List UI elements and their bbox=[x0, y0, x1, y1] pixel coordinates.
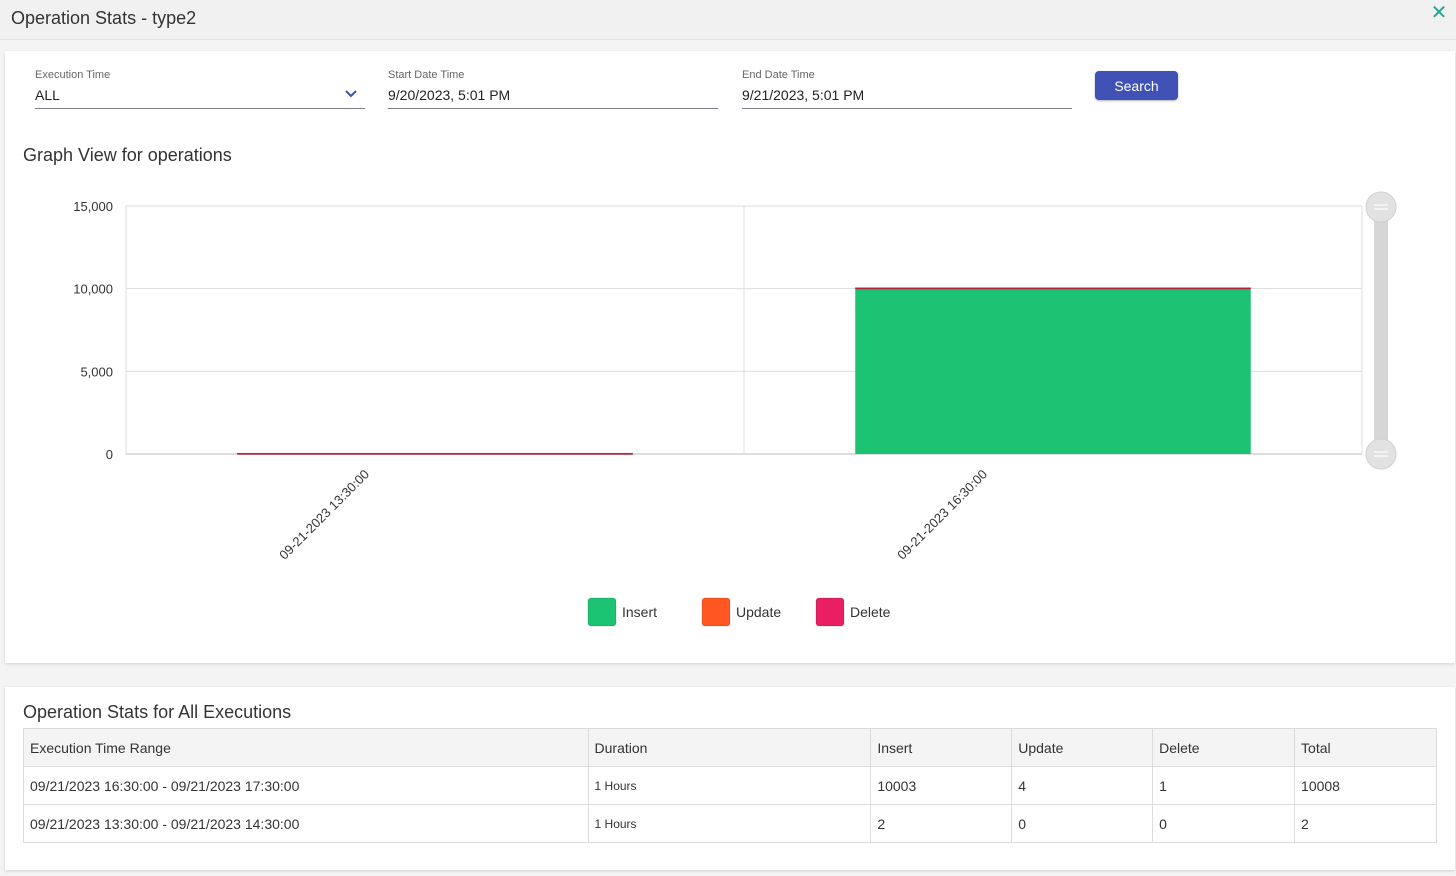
legend-item-delete[interactable]: Delete bbox=[815, 597, 891, 627]
table-card: Operation Stats for All Executions Execu… bbox=[5, 687, 1455, 870]
end-date-time-label: End Date Time bbox=[742, 69, 815, 81]
x-tick-label: 09-21-2023 16:30:00 bbox=[894, 467, 990, 563]
dialog-header: Operation Stats - type2 ✕ bbox=[0, 0, 1456, 40]
column-header[interactable]: Insert bbox=[870, 728, 1013, 767]
execution-time-label: Execution Time bbox=[35, 69, 111, 81]
start-date-time-value[interactable]: 9/20/2023, 5:01 PM bbox=[388, 87, 511, 103]
table-cell: 2 bbox=[1294, 804, 1437, 843]
table-cell: 1 bbox=[1152, 766, 1296, 805]
legend-item-update[interactable]: Update bbox=[701, 597, 781, 627]
column-header[interactable]: Total bbox=[1294, 728, 1437, 767]
search-button[interactable]: Search bbox=[1095, 71, 1178, 100]
zoom-handle-top[interactable] bbox=[1365, 191, 1397, 223]
table-cell: 4 bbox=[1011, 766, 1154, 805]
table-cell: 0 bbox=[1152, 804, 1296, 843]
end-date-time-value[interactable]: 9/21/2023, 5:01 PM bbox=[742, 87, 865, 103]
operation-stats-table: Execution Time Range Duration Insert Upd… bbox=[23, 728, 1437, 843]
table-cell: 09/21/2023 13:30:00 - 09/21/2023 14:30:0… bbox=[23, 804, 589, 843]
y-tick-label: 0 bbox=[106, 447, 113, 462]
close-icon[interactable]: ✕ bbox=[1430, 2, 1448, 24]
legend-swatch bbox=[701, 597, 731, 627]
bar-insert[interactable] bbox=[855, 288, 1251, 454]
column-header[interactable]: Execution Time Range bbox=[23, 728, 589, 767]
legend-label: Delete bbox=[850, 604, 891, 620]
table-cell: 1 Hours bbox=[587, 804, 872, 843]
column-header[interactable]: Update bbox=[1011, 728, 1154, 767]
legend-item-insert[interactable]: Insert bbox=[587, 597, 657, 627]
table-cell: 1 Hours bbox=[587, 766, 872, 805]
operations-chart: 15,000 10,000 5,000 0 09-21-2023 13:30:00 09-… bbox=[73, 191, 1397, 627]
end-date-time-field[interactable]: End Date Time 9/21/2023, 5:01 PM bbox=[742, 67, 1072, 109]
zoom-scrollbar-track[interactable] bbox=[1374, 207, 1388, 455]
graph-card: Execution Time ALL Start Date Time 9/20/… bbox=[5, 51, 1455, 663]
table-title: Operation Stats for All Executions bbox=[23, 702, 292, 722]
start-date-time-label: Start Date Time bbox=[388, 69, 465, 81]
table-row[interactable]: 09/21/2023 13:30:00 - 09/21/2023 14:30:0… bbox=[23, 804, 1437, 843]
x-tick-label: 09-21-2023 13:30:00 bbox=[276, 467, 372, 563]
execution-time-value: ALL bbox=[35, 87, 60, 103]
zoom-handle-bottom[interactable] bbox=[1365, 438, 1397, 470]
table-cell: 09/21/2023 16:30:00 - 09/21/2023 17:30:0… bbox=[23, 766, 589, 805]
start-date-time-field[interactable]: Start Date Time 9/20/2023, 5:01 PM bbox=[388, 67, 718, 109]
table-cell: 10003 bbox=[870, 766, 1013, 805]
graph-title: Graph View for operations bbox=[23, 145, 232, 165]
table-cell: 2 bbox=[870, 804, 1013, 843]
y-tick-label: 5,000 bbox=[80, 364, 113, 379]
y-tick-label: 10,000 bbox=[73, 282, 113, 297]
chevron-down-icon[interactable] bbox=[343, 85, 359, 101]
table-row[interactable]: 09/21/2023 16:30:00 - 09/21/2023 17:30:0… bbox=[23, 766, 1437, 805]
table-cell: 10008 bbox=[1294, 766, 1437, 805]
legend-label: Insert bbox=[622, 604, 657, 620]
column-header[interactable]: Delete bbox=[1152, 728, 1296, 767]
legend-swatch bbox=[587, 597, 617, 627]
legend-swatch bbox=[815, 597, 845, 627]
dialog-title: Operation Stats - type2 bbox=[11, 8, 197, 28]
table-cell: 0 bbox=[1011, 804, 1154, 843]
y-tick-label: 15,000 bbox=[73, 199, 113, 214]
table-header-row: Execution Time Range Duration Insert Upd… bbox=[23, 728, 1437, 767]
execution-time-select[interactable]: Execution Time ALL bbox=[35, 67, 365, 109]
column-header[interactable]: Duration bbox=[587, 728, 872, 767]
legend-label: Update bbox=[736, 604, 781, 620]
